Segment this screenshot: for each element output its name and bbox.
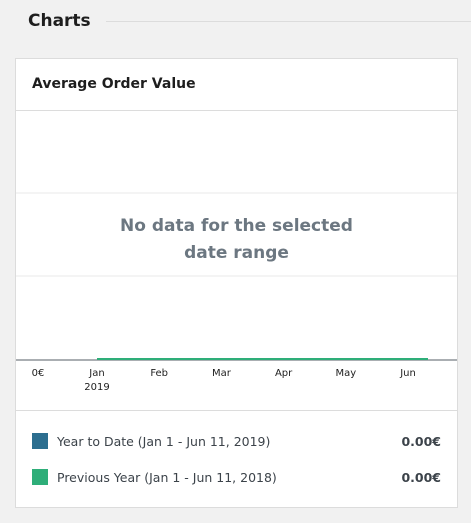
chart-area: Jan 2019 Feb Mar Apr May Jun 0€ No data for the… <box>16 110 457 410</box>
empty-state-line-2: date range <box>184 243 289 263</box>
x-tick-label: Jan <box>88 368 104 379</box>
card-title: Average Order Value <box>32 76 196 92</box>
x-tick-sublabel: 2019 <box>84 382 109 393</box>
section-title: Charts <box>28 11 91 31</box>
x-tick-label: Mar <box>212 368 232 379</box>
legend-label: Year to Date (Jan 1 - Jun 11, 2019) <box>57 433 271 449</box>
legend-swatch <box>32 469 48 485</box>
x-tick-label: Apr <box>275 368 293 379</box>
section-divider <box>106 21 471 22</box>
empty-state-line-1: No data for the selected <box>120 216 353 236</box>
x-tick-label: Jun <box>399 368 416 379</box>
legend-value: 0.00€ <box>401 433 441 449</box>
x-tick-label: May <box>335 368 356 379</box>
average-order-value-card: Average Order Value Jan 2019 Feb Mar Apr May J… <box>15 58 458 508</box>
y-tick-label: 0€ <box>32 368 45 379</box>
legend-value: 0.00€ <box>401 469 441 485</box>
legend-label: Previous Year (Jan 1 - Jun 11, 2018) <box>57 469 277 485</box>
chart-legend: Year to Date (Jan 1 - Jun 11, 2019) 0.00… <box>16 410 457 507</box>
line-chart: Jan 2019 Feb Mar Apr May Jun 0€ <box>16 192 457 393</box>
card-header: Average Order Value <box>16 59 457 111</box>
legend-item-previous-year[interactable]: Previous Year (Jan 1 - Jun 11, 2018) 0.0… <box>32 467 441 487</box>
legend-swatch <box>32 433 48 449</box>
empty-state-message: No data for the selected date range <box>16 213 457 267</box>
legend-item-year-to-date[interactable]: Year to Date (Jan 1 - Jun 11, 2019) 0.00… <box>32 431 441 451</box>
charts-section-header: Charts <box>0 0 471 46</box>
x-tick-label: Feb <box>150 368 168 379</box>
